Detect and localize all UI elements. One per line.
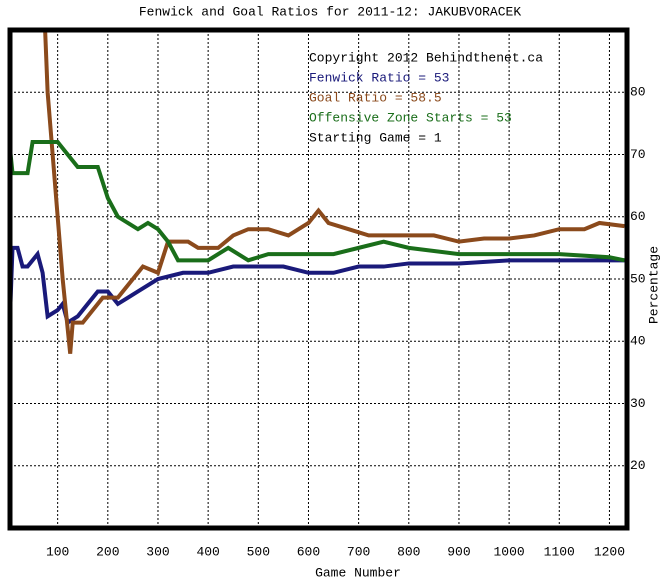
plot-border xyxy=(7,27,630,531)
legend-label: Goal Ratio = 58.5 xyxy=(309,90,442,105)
x-tick-label: 200 xyxy=(96,544,119,559)
y-axis-label: Percentage xyxy=(646,246,661,324)
x-tick-label: 400 xyxy=(196,544,219,559)
chart-title: Fenwick and Goal Ratios for 2011-12: JAK… xyxy=(139,4,521,19)
legend-label: Fenwick Ratio = 53 xyxy=(309,70,449,85)
x-tick-label: 1200 xyxy=(594,544,625,559)
x-tick-label: 600 xyxy=(297,544,320,559)
x-tick-label: 100 xyxy=(46,544,69,559)
series-line xyxy=(43,30,625,354)
x-tick-label: 900 xyxy=(447,544,470,559)
x-tick-label: 300 xyxy=(146,544,169,559)
x-axis-label: Game Number xyxy=(315,565,401,580)
y-tick-label: 80 xyxy=(630,85,646,100)
y-tick-label: 30 xyxy=(630,396,646,411)
x-tick-label: 800 xyxy=(397,544,420,559)
x-tick-label: 700 xyxy=(347,544,370,559)
y-tick-label: 60 xyxy=(630,209,646,224)
x-tick-label: 500 xyxy=(247,544,270,559)
annotation: Copyright 2012 Behindthenet.ca xyxy=(309,50,543,65)
series-line xyxy=(10,245,625,326)
legend-label: Offensive Zone Starts = 53 xyxy=(309,110,512,125)
y-tick-label: 20 xyxy=(630,458,646,473)
x-tick-label: 1100 xyxy=(544,544,575,559)
annotation: Starting Game = 1 xyxy=(309,130,442,145)
series-line xyxy=(10,140,625,263)
x-tick-label: 1000 xyxy=(494,544,525,559)
y-tick-label: 40 xyxy=(630,334,646,349)
y-tick-label: 50 xyxy=(630,271,646,286)
y-tick-label: 70 xyxy=(630,147,646,162)
